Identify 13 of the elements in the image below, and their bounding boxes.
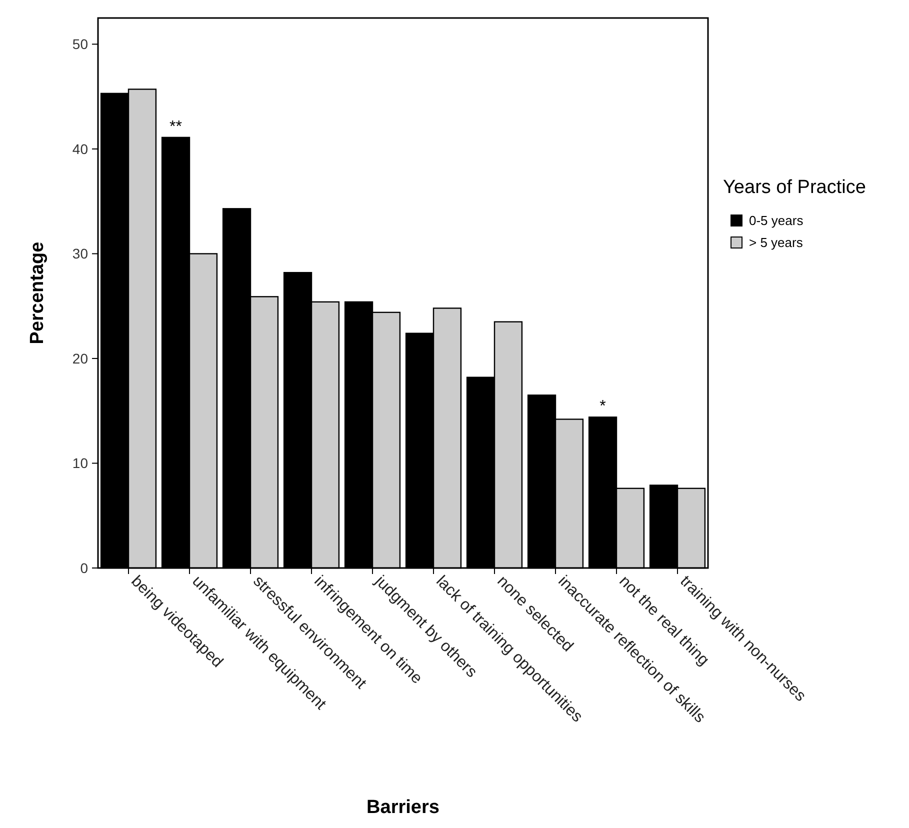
y-tick-label: 30 [72, 246, 88, 262]
annotation: * [600, 398, 606, 416]
y-tick-label: 0 [80, 560, 88, 576]
y-tick-label: 40 [72, 140, 88, 157]
y-axis-title: Percentage [27, 242, 48, 344]
y-tick-label: 10 [72, 455, 88, 472]
x-axis-title: Barriers [366, 797, 440, 818]
legend-label: 0-5 years [749, 213, 804, 228]
y-tick-label: 20 [72, 350, 88, 366]
annotation: ** [170, 118, 182, 136]
y-tick-label: 50 [72, 36, 88, 52]
legend-label: > 5 years [749, 235, 804, 250]
legend-title: Years of Practice [723, 177, 866, 198]
